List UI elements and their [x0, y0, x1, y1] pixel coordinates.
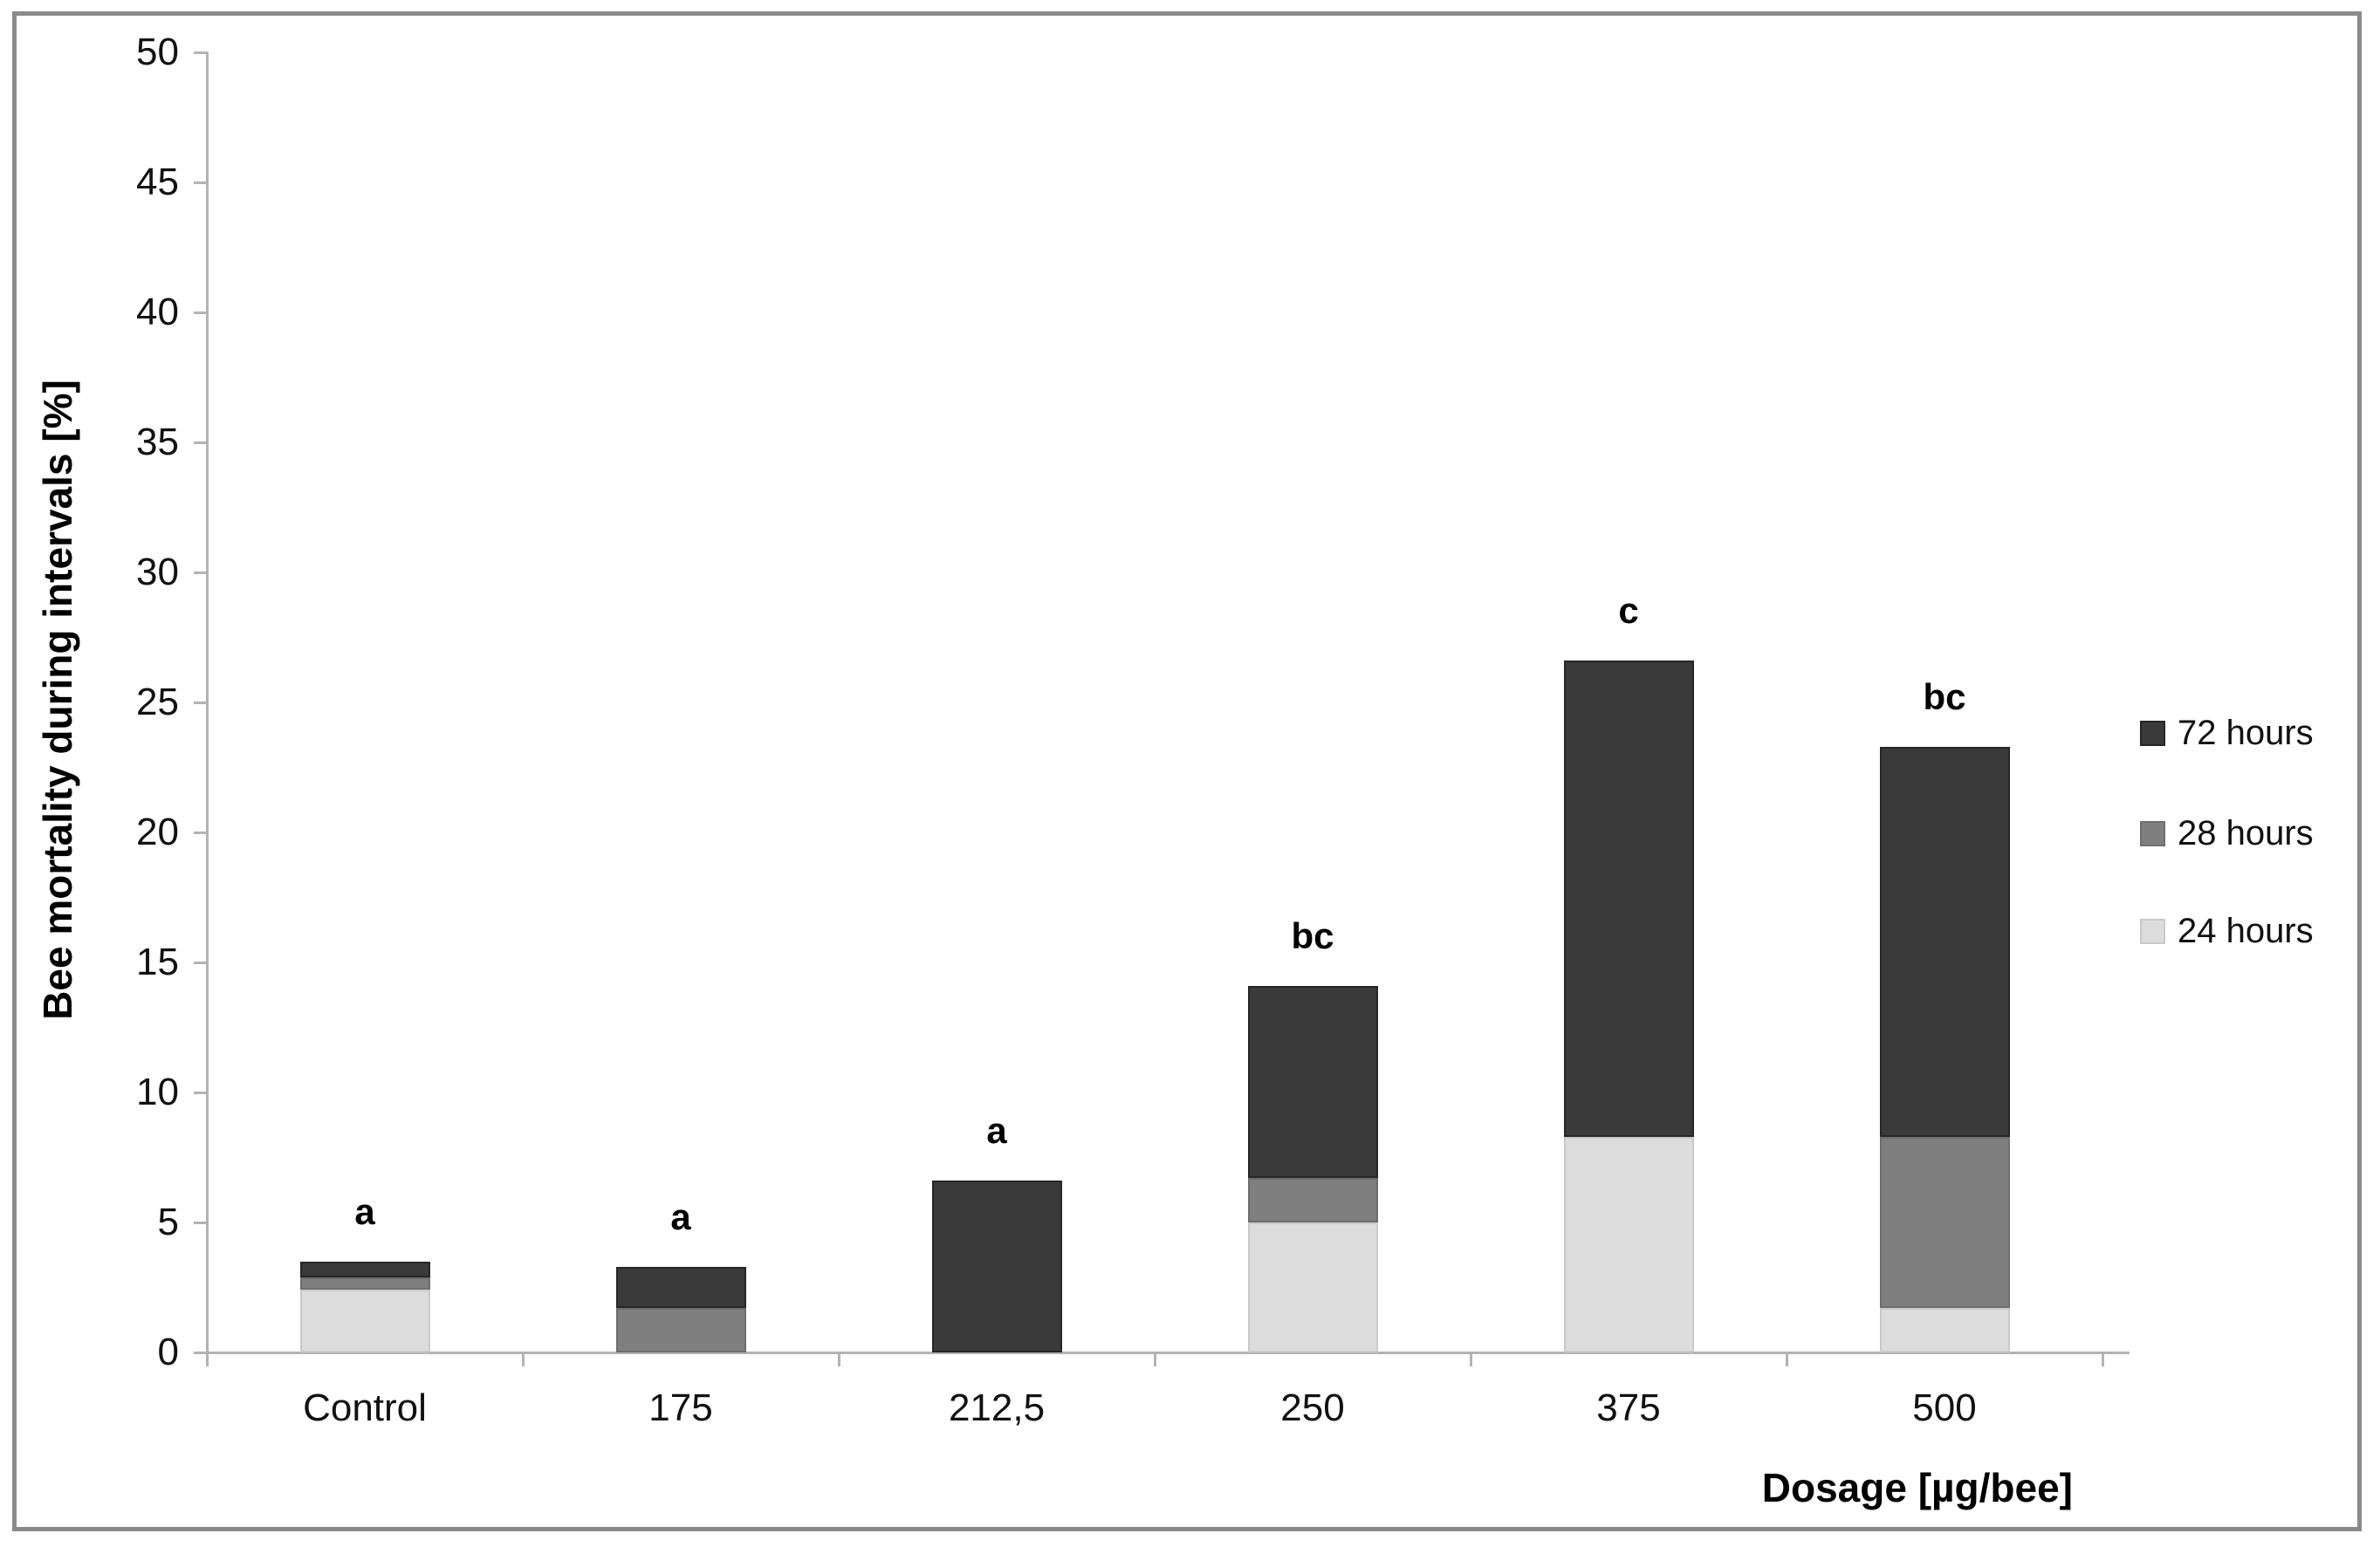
bar-segment-28-hours [1247, 1178, 1378, 1222]
x-axis-tick [1154, 1352, 1156, 1366]
significance-letter: a [986, 1110, 1007, 1152]
y-axis-tick-label: 10 [136, 1071, 179, 1113]
y-axis-tick-label: 5 [157, 1201, 179, 1243]
x-axis-category-label: 375 [1596, 1386, 1661, 1429]
bar-segment-72-hours [615, 1266, 746, 1309]
legend-item-28-hours: 28 hours [2140, 810, 2314, 857]
x-axis-category-label: 175 [648, 1386, 713, 1429]
y-axis-tick [194, 1222, 208, 1224]
y-axis-tick [194, 181, 208, 184]
x-axis-tick [1786, 1352, 1788, 1366]
x-axis-tick [838, 1352, 840, 1366]
bar-segment-72-hours [1879, 746, 2010, 1137]
significance-letter: a [670, 1195, 691, 1237]
y-axis-tick-label: 35 [136, 421, 179, 463]
y-axis-tick [194, 1092, 208, 1094]
significance-letter: bc [1923, 675, 1966, 717]
y-axis-tick [194, 962, 208, 964]
bar-segment-24-hours [1247, 1222, 1378, 1352]
y-axis-tick-label: 45 [136, 161, 179, 203]
y-axis-tick-label: 25 [136, 681, 179, 723]
y-axis-tick [194, 311, 208, 314]
y-axis-tick-label: 40 [136, 291, 179, 333]
bar-segment-28-hours [615, 1308, 746, 1352]
x-axis-category-label: 500 [1912, 1386, 1977, 1429]
legend-swatch-28-hours [2140, 820, 2165, 846]
x-axis-category-label: Control [303, 1386, 427, 1429]
significance-letter: c [1618, 590, 1639, 632]
bar-segment-72-hours [1563, 661, 1694, 1137]
y-axis-tick-label: 30 [136, 551, 179, 593]
bar-segment-28-hours [299, 1277, 430, 1290]
y-axis-line [206, 52, 209, 1366]
legend-swatch-72-hours [2140, 720, 2165, 746]
bar-segment-24-hours [1563, 1136, 1694, 1352]
x-axis-title: Dosage [µg/bee] [1761, 1465, 2073, 1510]
y-axis-tick [194, 572, 208, 574]
significance-letter: a [354, 1190, 375, 1232]
legend-swatch-24-hours [2140, 918, 2165, 944]
bar-segment-72-hours [931, 1181, 1062, 1352]
legend-item-24-hours: 24 hours [2140, 907, 2314, 955]
legend-label: 72 hours [2178, 713, 2314, 752]
legend-item-72-hours: 72 hours [2140, 709, 2314, 756]
bar-segment-72-hours [1247, 985, 1378, 1179]
y-axis-tick [194, 702, 208, 704]
y-axis-tick-label: 50 [136, 31, 179, 73]
y-axis-tick-label: 15 [136, 941, 179, 983]
bar-segment-24-hours [1879, 1308, 2010, 1352]
significance-letter: bc [1291, 914, 1334, 956]
bar-segment-72-hours [299, 1261, 430, 1277]
y-axis-tick [194, 1352, 208, 1354]
x-axis-tick [522, 1352, 525, 1366]
y-axis-tick [194, 442, 208, 444]
x-axis-tick [1470, 1352, 1472, 1366]
x-axis-category-label: 250 [1280, 1386, 1345, 1429]
y-axis-tick [194, 832, 208, 834]
x-axis-tick [2102, 1352, 2104, 1366]
y-axis-tick-label: 0 [157, 1331, 179, 1373]
x-axis-line [194, 1352, 2130, 1354]
x-axis-category-label: 212,5 [948, 1386, 1046, 1429]
legend-label: 24 hours [2178, 911, 2314, 950]
bar-segment-28-hours [1879, 1136, 2010, 1309]
bar-segment-24-hours [299, 1290, 430, 1352]
legend-label: 28 hours [2178, 813, 2314, 852]
y-axis-tick [194, 51, 208, 54]
y-axis-tick-label: 20 [136, 811, 179, 853]
